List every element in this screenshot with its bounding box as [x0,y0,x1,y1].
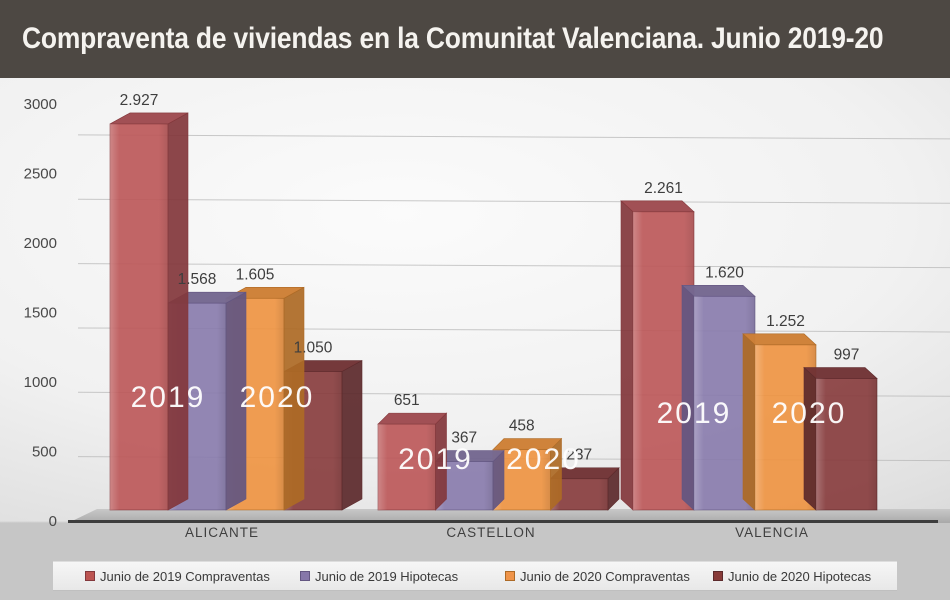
bar-value-label: 1.050 [294,340,333,357]
bar-value-label: 651 [394,392,420,409]
bar-value-label: 997 [834,346,860,363]
gridline [77,263,950,269]
legend: Junio de 2019 Compraventas Junio de 2019 … [53,561,897,591]
year-overlay-label: 2020 [506,443,581,476]
bar-top-face [681,285,756,297]
y-tick-label: 2000 [24,235,57,252]
bar-front-sheen [110,123,168,510]
year-overlay-label: 2019 [131,381,206,414]
category-label: CASTELLON [446,525,535,540]
y-tick-label: 3000 [24,96,57,113]
chart-floor [68,509,950,523]
bar-top-face [377,412,448,425]
legend-swatch [713,571,723,581]
legend-label: Junio de 2020 Compraventas [520,568,690,584]
year-overlay-label: 2020 [772,397,847,430]
bar-junio-de-2020-hipotecas-valencia [803,366,878,511]
bar-side-face [620,200,634,511]
year-overlay-label: 2019 [657,397,732,430]
legend-label: Junio de 2019 Compraventas [100,568,270,584]
bar-junio-de-2019-compraventas-alicante [109,112,189,511]
bar-value-label: 1.620 [705,264,744,281]
bar-side-face [167,112,189,511]
legend-item-junio-de-2020-compraventas: Junio de 2020 Compraventas [505,562,690,590]
bar-value-label: 1.568 [178,271,217,288]
legend-swatch [505,571,515,581]
legend-swatch [300,571,310,581]
bar-front-sheen [816,378,877,510]
legend-item-junio-de-2020-hipotecas: Junio de 2020 Hipotecas [713,562,871,590]
gridline [77,198,950,204]
title-bar: Compraventa de viviendas en la Comunitat… [0,0,950,78]
bar-value-label: 2.927 [120,92,159,109]
legend-item-junio-de-2019-hipotecas: Junio de 2019 Hipotecas [300,562,458,590]
y-tick-label: 0 [49,513,57,530]
bar-side-face [742,333,756,511]
bar-value-label: 1.605 [236,266,275,283]
bar-top-face [742,333,817,346]
year-overlay-label: 2020 [240,381,315,414]
year-overlay-label: 2019 [398,443,473,476]
bar-side-face [803,366,817,511]
legend-label: Junio de 2019 Hipotecas [315,568,459,584]
bar-top-face [803,367,878,379]
bar-value-label: 458 [509,418,535,435]
bar-value-label: 1.252 [766,313,805,330]
bar-value-label: 2.261 [644,180,683,197]
bar-value-label: 237 [566,447,592,464]
bar-value-label: 367 [451,430,477,447]
legend-label: Junio de 2020 Hipotecas [728,568,872,584]
category-label: ALICANTE [185,525,259,540]
chart-title: Compraventa de viviendas en la Comunitat… [22,22,884,55]
y-tick-label: 500 [32,444,57,461]
bar-junio-de-2019-compraventas-castellon [377,412,448,511]
bar-front-sheen [378,424,436,510]
bar-top-face [620,200,695,213]
category-label: VALENCIA [735,525,809,540]
bar-side-face [341,359,363,511]
legend-item-junio-de-2019-compraventas: Junio de 2019 Compraventas [85,562,270,590]
y-tick-label: 1000 [24,374,57,391]
gridline [77,134,950,140]
y-tick-label: 1500 [24,305,57,322]
legend-swatch [85,571,95,581]
y-tick-label: 2500 [24,166,57,183]
